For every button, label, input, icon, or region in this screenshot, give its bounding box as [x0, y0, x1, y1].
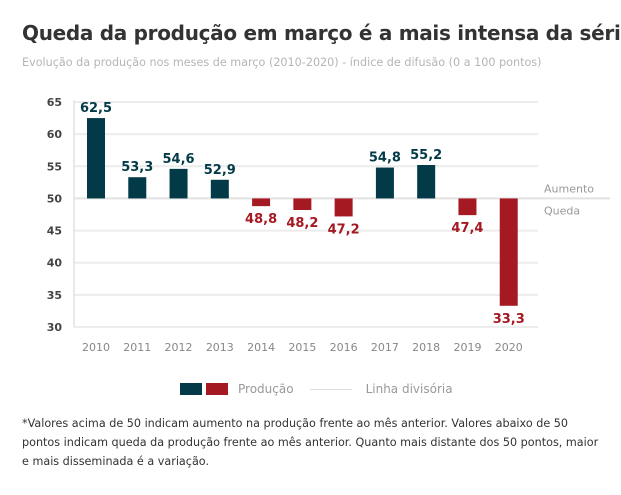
x-tick-label: 2018 — [412, 341, 440, 354]
bar-2014 — [252, 198, 271, 207]
data-label: 53,3 — [121, 160, 153, 175]
bar-2016 — [334, 198, 353, 217]
y-tick-label: 30 — [47, 321, 63, 334]
y-tick-label: 55 — [47, 160, 62, 173]
legend-line-divisoria — [309, 388, 352, 390]
baseline-label-aumento: Aumento — [544, 182, 594, 195]
data-label: 33,3 — [493, 312, 525, 327]
x-tick-label: 2017 — [371, 341, 399, 354]
x-tick-label: 2011 — [123, 341, 151, 354]
bar-2011 — [128, 177, 147, 199]
data-label: 47,2 — [328, 222, 360, 237]
y-tick-label: 40 — [47, 257, 63, 270]
bar-2020 — [499, 198, 518, 306]
footnote: *Valores acima de 50 indicam aumento na … — [22, 417, 599, 468]
x-tick-label: 2012 — [165, 341, 193, 354]
bar-chart: 30 35 40 45 50 55 60 65 62,5 2010 53,3 2011 54,6 2012… — [47, 96, 610, 354]
chart-title: Queda da produção em março é a mais inte… — [22, 21, 621, 45]
y-tick-label: 60 — [47, 128, 63, 141]
data-label: 62,5 — [80, 101, 112, 116]
data-label: 47,4 — [451, 221, 483, 236]
x-tick-label: 2019 — [453, 341, 481, 354]
x-tick-label: 2016 — [330, 341, 358, 354]
chart-subtitle: Evolução da produção nos meses de março … — [22, 56, 542, 69]
data-label: 52,9 — [204, 163, 236, 178]
x-tick-label: 2014 — [247, 341, 275, 354]
data-label: 54,6 — [163, 152, 195, 167]
bar-2013 — [210, 179, 229, 199]
y-tick-label: 65 — [47, 96, 62, 109]
bar-2015 — [293, 198, 312, 210]
data-label: 48,2 — [286, 216, 318, 231]
bar-2019 — [458, 198, 477, 216]
x-tick-label: 2015 — [288, 341, 316, 354]
y-tick-label: 35 — [47, 289, 62, 302]
x-tick-label: 2010 — [82, 341, 110, 354]
baseline-label-queda: Queda — [544, 204, 580, 217]
data-label: 55,2 — [410, 148, 442, 163]
x-tick-label: 2020 — [495, 341, 523, 354]
bar-2010 — [87, 118, 105, 199]
legend-label-linha: Linha divisória — [365, 382, 453, 396]
bar-2017 — [375, 167, 394, 199]
data-label: 48,8 — [245, 212, 277, 227]
legend: Produção Linha divisória — [180, 382, 453, 396]
bar-2012 — [169, 168, 188, 199]
legend-swatch-aumento — [180, 383, 202, 395]
y-tick-label: 45 — [47, 225, 62, 238]
legend-label-producao: Produção — [238, 382, 294, 396]
y-tick-label: 50 — [47, 192, 63, 205]
bar-2018 — [417, 165, 436, 199]
data-label: 54,8 — [369, 151, 401, 166]
legend-swatch-queda — [206, 383, 228, 395]
x-tick-label: 2013 — [206, 341, 234, 354]
